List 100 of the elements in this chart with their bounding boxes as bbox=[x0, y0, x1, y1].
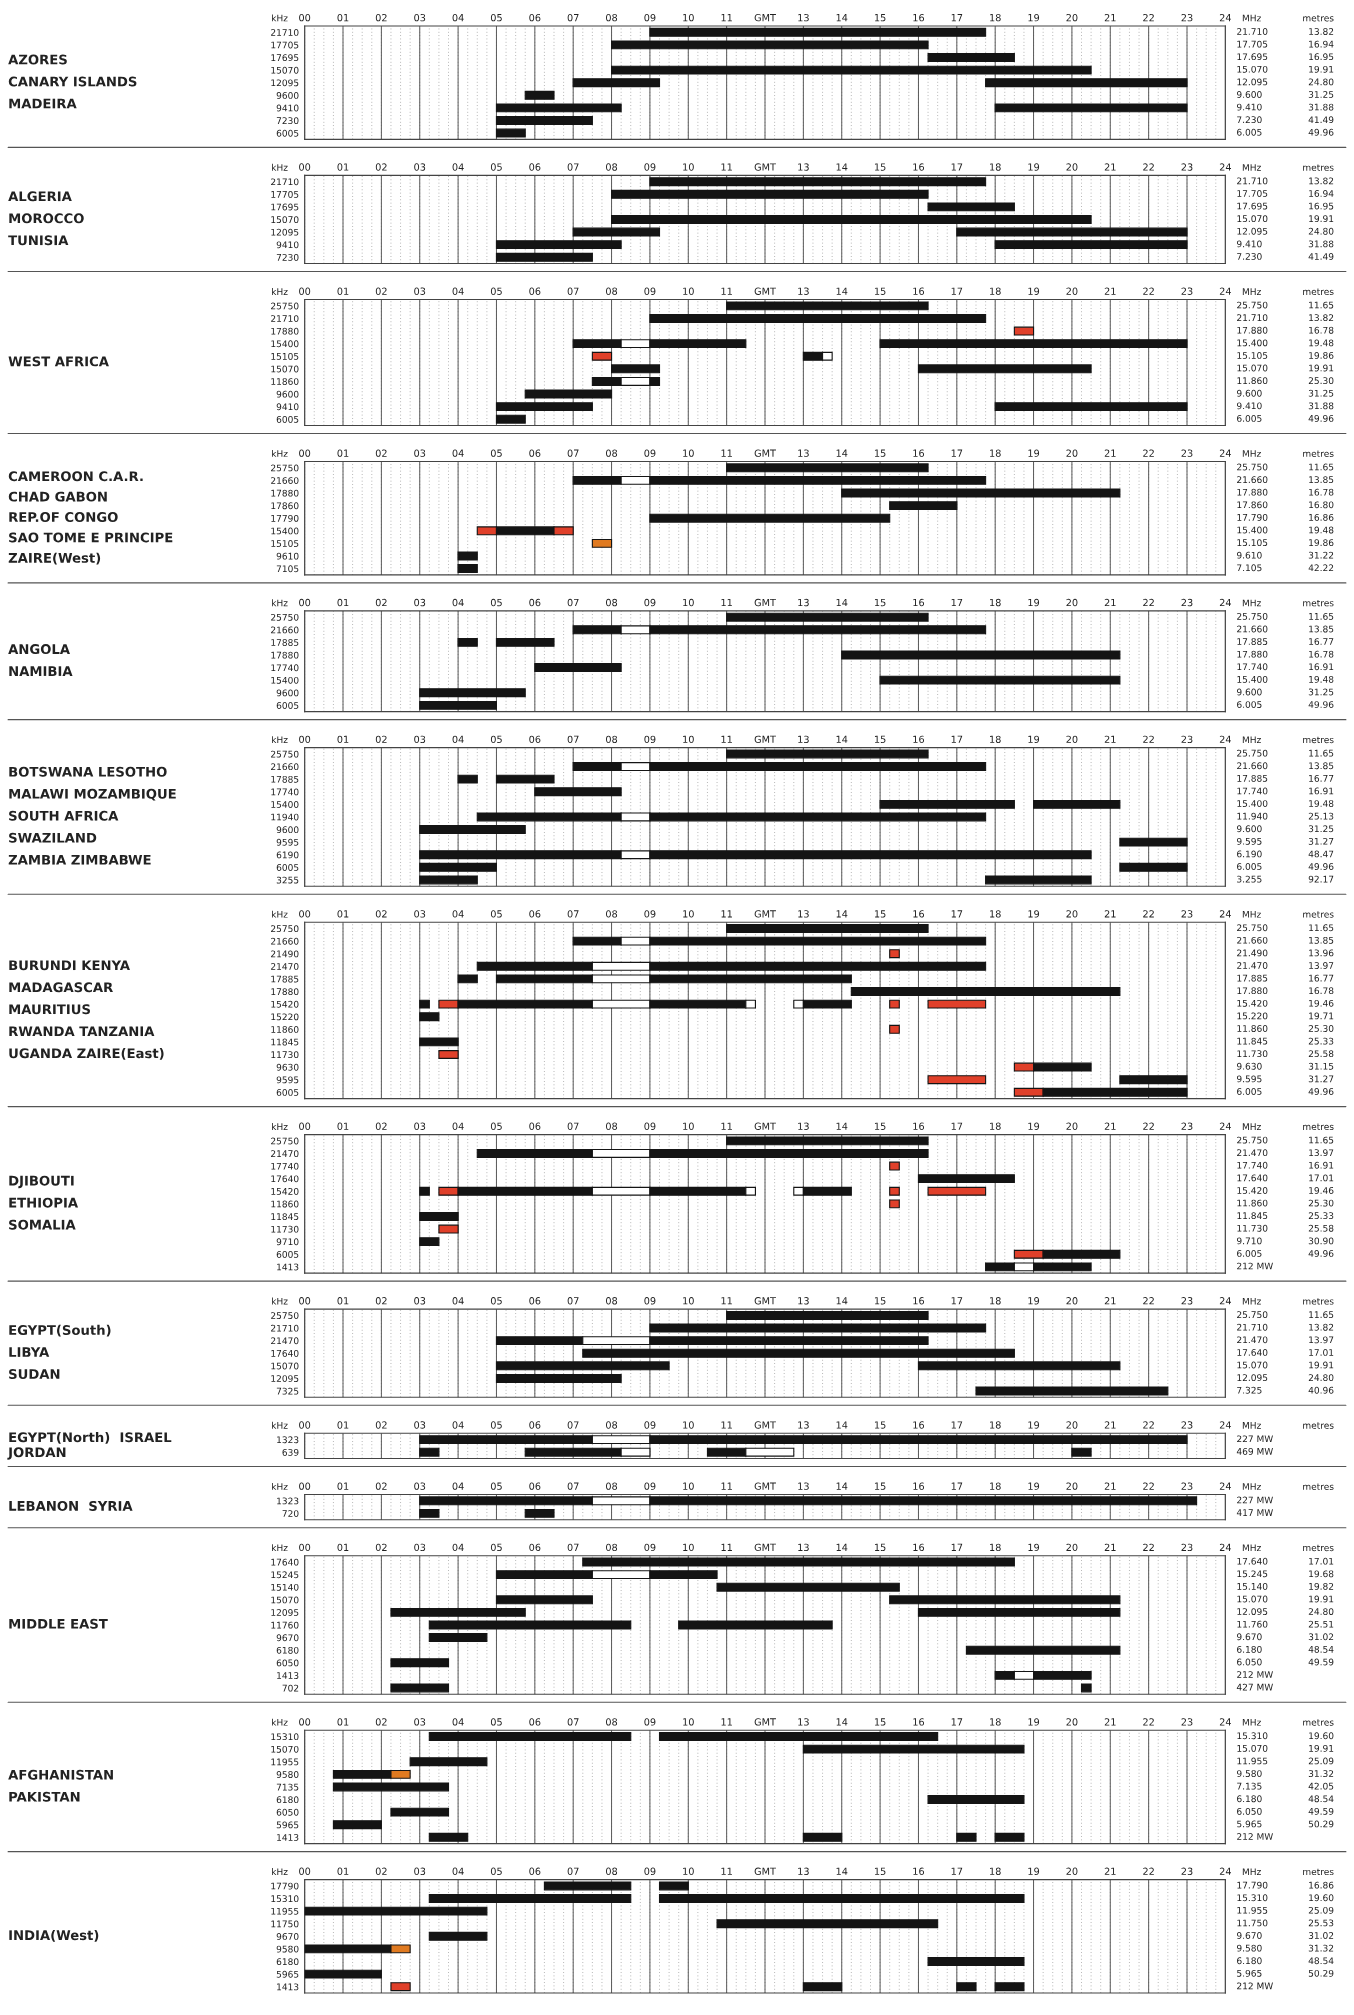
category-label: 6.180 bbox=[1237, 1645, 1262, 1653]
x-tick-label: 07 bbox=[567, 598, 579, 607]
y-tick-label: 15400 bbox=[271, 527, 299, 535]
bar bbox=[419, 875, 478, 885]
category-label: 11.730 bbox=[1237, 1224, 1268, 1232]
x-tick-label: 17 bbox=[951, 1122, 963, 1130]
bar bbox=[495, 414, 526, 424]
category-label: 24.80 bbox=[1308, 78, 1334, 86]
category-label: 13.97 bbox=[1309, 1149, 1334, 1157]
x-tick-label: 02 bbox=[375, 1867, 387, 1875]
text: metres bbox=[1303, 1298, 1334, 1305]
y-axis-title: kHz bbox=[272, 450, 288, 457]
category-label: 19.86 bbox=[1309, 352, 1334, 359]
category-label: 19.91 bbox=[1309, 65, 1334, 73]
category-label: 16.94 bbox=[1309, 190, 1334, 197]
y-tick-label: 17740 bbox=[271, 664, 299, 672]
x-tick-label: GMT bbox=[754, 1543, 776, 1552]
category-label: 17.860 bbox=[1237, 501, 1268, 509]
text: JORDAN bbox=[7, 1447, 66, 1460]
y-tick-label: 17640 bbox=[271, 1175, 299, 1183]
category-label: 31.25 bbox=[1308, 91, 1334, 98]
x-tick-label: 04 bbox=[452, 1867, 464, 1875]
text: SUDAN bbox=[9, 1369, 60, 1380]
x-tick-label: 09 bbox=[644, 13, 656, 22]
category-label: 21.710 bbox=[1237, 314, 1268, 322]
category-label: 12.095 bbox=[1237, 78, 1268, 86]
y-tick-label: 25750 bbox=[271, 464, 299, 472]
y-tick-label: 6005 bbox=[276, 702, 299, 709]
y-tick-label: 11760 bbox=[271, 1621, 299, 1629]
category-label: 11.65 bbox=[1309, 749, 1334, 757]
x-tick-label: 15 bbox=[874, 910, 886, 918]
x-tick-label: 19 bbox=[1028, 1718, 1040, 1726]
y-tick-label: 1413 bbox=[277, 1672, 299, 1679]
y2-axis-title: MHz bbox=[1242, 1123, 1261, 1130]
x-tick-label: 21 bbox=[1104, 1482, 1116, 1490]
x-tick-label: 17 bbox=[951, 1421, 963, 1429]
x-tick-label: 06 bbox=[529, 163, 541, 171]
category-label: 19.60 bbox=[1309, 1894, 1334, 1902]
x-tick-label: 05 bbox=[490, 287, 502, 295]
y-tick-label: 17705 bbox=[271, 190, 299, 198]
x-tick-label: 14 bbox=[836, 1297, 848, 1305]
x-tick-label: 08 bbox=[606, 1867, 618, 1875]
x-tick-label: 20 bbox=[1066, 287, 1078, 295]
text: ANGOLA bbox=[8, 644, 70, 655]
category-label: 19.71 bbox=[1309, 1012, 1334, 1020]
bar bbox=[390, 1683, 450, 1693]
x-tick-label: 15 bbox=[874, 1297, 886, 1305]
bar bbox=[658, 1732, 939, 1742]
x-tick-label: 06 bbox=[529, 13, 541, 22]
y-tick-label: 15070 bbox=[271, 66, 299, 74]
x-tick-label: 11 bbox=[721, 287, 732, 295]
y-tick-label: 11845 bbox=[271, 1038, 299, 1046]
text: EGYPT(South) bbox=[9, 1324, 111, 1337]
x-tick-label: 09 bbox=[644, 1482, 656, 1490]
bar bbox=[390, 1807, 450, 1817]
x-tick-label: 18 bbox=[990, 1543, 1001, 1552]
bar bbox=[975, 1386, 1169, 1396]
category-label: 31.25 bbox=[1308, 389, 1334, 397]
x-tick-label: 16 bbox=[913, 13, 925, 22]
x-tick-label: 22 bbox=[1143, 449, 1154, 457]
x-tick-label: 00 bbox=[299, 1543, 311, 1552]
category-label: 13.82 bbox=[1309, 177, 1334, 185]
x-tick-label: 06 bbox=[529, 1543, 541, 1552]
category-label: 11.955 bbox=[1237, 1757, 1268, 1765]
y-tick-label: 15070 bbox=[271, 1596, 299, 1604]
x-tick-label: 23 bbox=[1181, 1122, 1193, 1130]
y-tick-label: 7230 bbox=[276, 253, 299, 261]
category-label: 212 MW bbox=[1237, 1833, 1273, 1840]
y-tick-label: 9580 bbox=[276, 1945, 299, 1953]
category-label: 17.01 bbox=[1309, 1349, 1334, 1356]
y-tick-label: 15400 bbox=[271, 340, 299, 348]
bar bbox=[419, 999, 430, 1009]
category-label: 13.82 bbox=[1309, 314, 1334, 322]
x-tick-label: 14 bbox=[836, 163, 848, 171]
x-tick-label: 11 bbox=[721, 1543, 732, 1551]
category-label: 11.65 bbox=[1309, 924, 1334, 932]
x-tick-label: 08 bbox=[606, 287, 618, 295]
category-label: 25.09 bbox=[1308, 1906, 1334, 1914]
category-label: 9.580 bbox=[1236, 1770, 1262, 1777]
y-tick-label: 3255 bbox=[276, 876, 299, 884]
y-tick-label: 6005 bbox=[276, 864, 299, 871]
x-tick-label: 16 bbox=[913, 598, 925, 607]
y-tick-label: 11940 bbox=[271, 813, 299, 821]
category-label: 11.845 bbox=[1237, 1212, 1268, 1220]
x-tick-label: 19 bbox=[1028, 287, 1040, 295]
x-tick-label: 21 bbox=[1104, 287, 1116, 295]
category-label: 21.660 bbox=[1237, 936, 1268, 944]
category-label: 12.095 bbox=[1237, 227, 1268, 235]
category-label: 30.90 bbox=[1308, 1237, 1334, 1245]
category-label: 40.96 bbox=[1308, 1386, 1334, 1394]
x-tick-label: 16 bbox=[913, 735, 925, 743]
x-tick-label: 09 bbox=[644, 1297, 656, 1305]
category-label: 212 MW bbox=[1237, 1262, 1273, 1270]
category-label: 16.78 bbox=[1309, 987, 1334, 995]
x-tick-label: 22 bbox=[1143, 910, 1154, 918]
y-tick-label: 17885 bbox=[271, 639, 299, 646]
x-tick-label: 04 bbox=[452, 1543, 464, 1552]
category-label: 48.54 bbox=[1308, 1795, 1334, 1803]
category-label: 25.30 bbox=[1308, 1199, 1334, 1207]
x-tick-label: 16 bbox=[913, 1718, 925, 1726]
